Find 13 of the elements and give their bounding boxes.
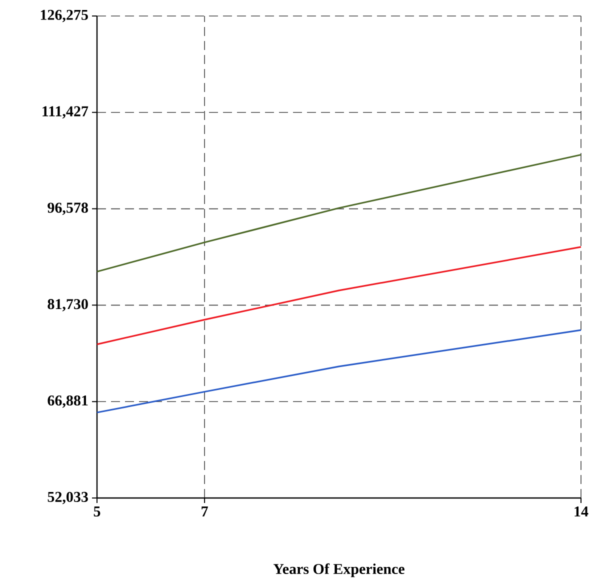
line-series — [96, 329, 582, 414]
line-series — [96, 246, 582, 346]
line-series — [96, 154, 582, 272]
x-tick-label: 7 — [202, 506, 208, 516]
y-tick-label: 66,881 — [48, 395, 88, 408]
x-tick-label: 5 — [94, 506, 100, 516]
x-tick-label: 14 — [574, 506, 588, 516]
x-axis-title: Years Of Experience — [273, 563, 404, 578]
y-tick-label: 52,033 — [48, 492, 88, 504]
y-tick-label: 126,275 — [40, 10, 88, 22]
y-tick-label: 96,578 — [48, 202, 88, 215]
y-tick-label: 111,427 — [42, 106, 88, 119]
y-tick-label: 81,730 — [48, 299, 88, 312]
